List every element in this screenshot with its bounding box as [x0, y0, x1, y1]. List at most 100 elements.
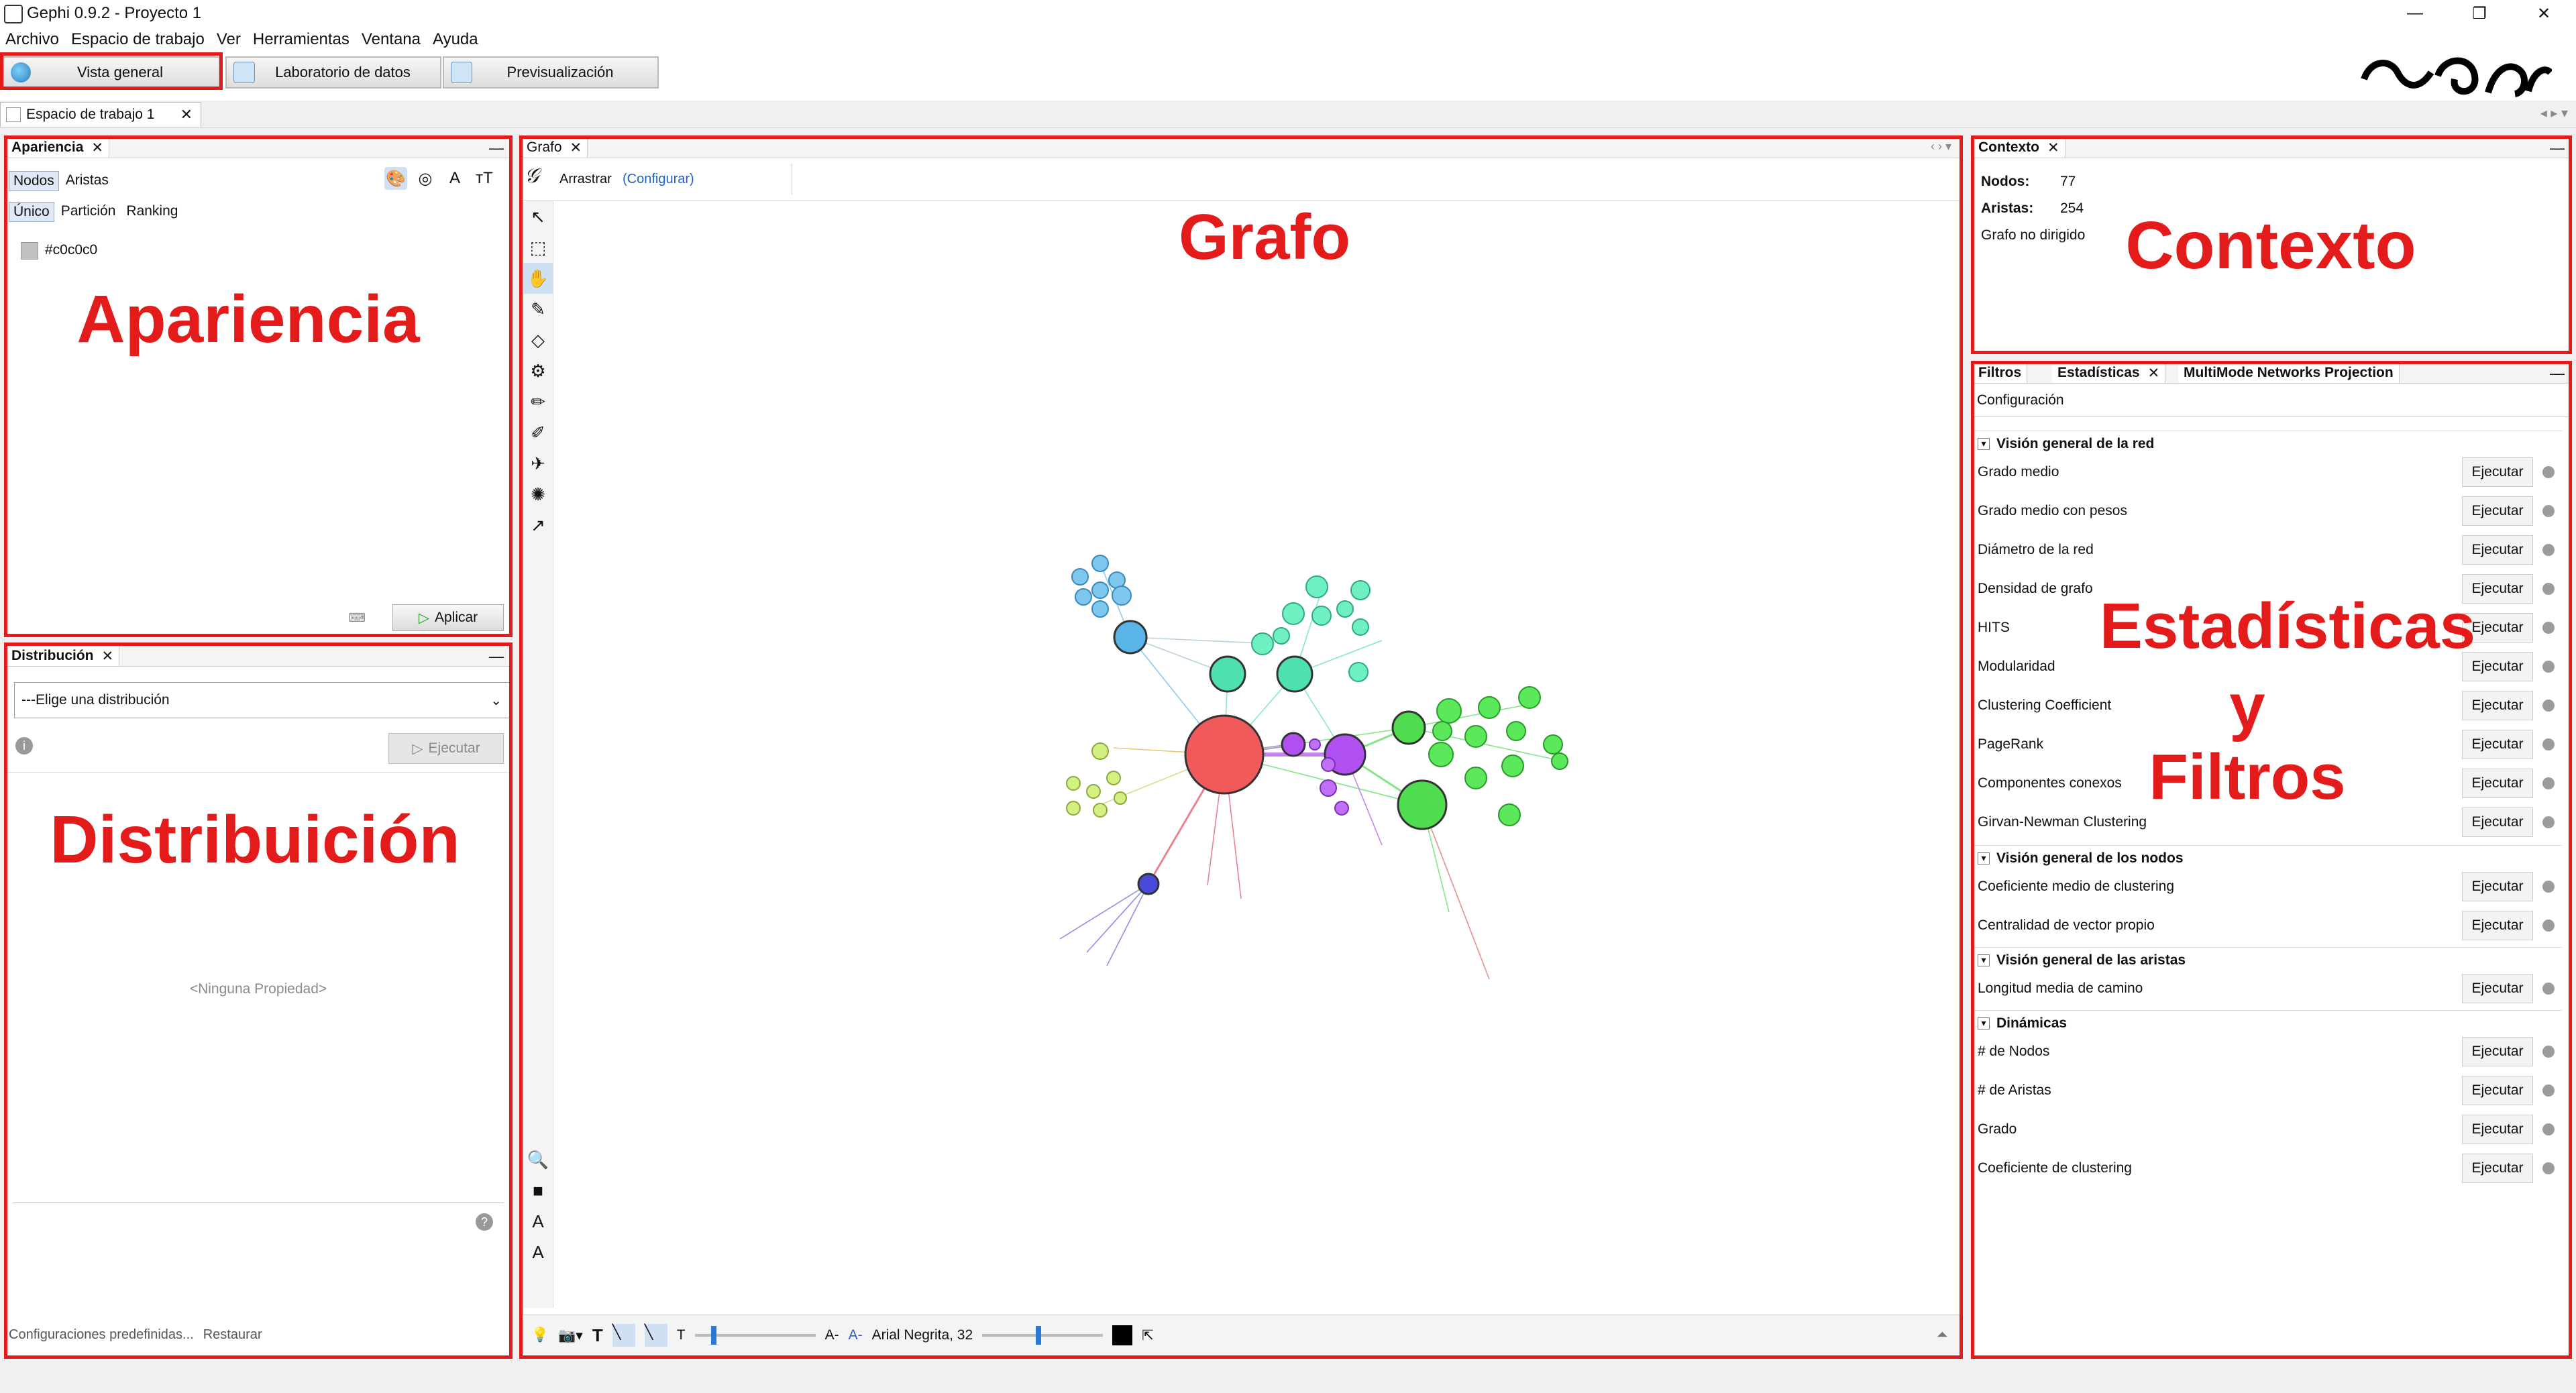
run-button[interactable]: Ejecutar: [2462, 872, 2533, 901]
graph-node[interactable]: [1498, 803, 1521, 826]
graph-node[interactable]: [1464, 767, 1487, 789]
section-node-overview[interactable]: ▾ Visión general de los nodos: [1972, 845, 2563, 871]
color-swatch[interactable]: [21, 242, 38, 260]
minimize-icon[interactable]: —: [2550, 365, 2565, 382]
pencil-icon[interactable]: ✏: [531, 391, 545, 412]
menu-ayuda[interactable]: Ayuda: [433, 30, 478, 48]
edge-size-slider[interactable]: [694, 1326, 816, 1345]
graph-node[interactable]: [1091, 555, 1109, 572]
graph-node[interactable]: [1478, 696, 1501, 719]
label-color-swatch[interactable]: [1112, 1325, 1133, 1345]
menu-ventana[interactable]: Ventana: [361, 30, 421, 48]
minimize-icon[interactable]: —: [489, 648, 504, 665]
graph-node[interactable]: [1336, 600, 1354, 618]
brush-icon[interactable]: ✎: [531, 298, 545, 319]
menu-herramientas[interactable]: Herramientas: [252, 30, 350, 48]
data-lab-mode-button[interactable]: Laboratorio de datos: [225, 56, 441, 89]
run-button[interactable]: Ejecutar: [2462, 1037, 2533, 1066]
minimize-button[interactable]: —: [2407, 4, 2423, 22]
graph-node[interactable]: [1071, 568, 1089, 586]
run-button[interactable]: Ejecutar: [2462, 974, 2533, 1003]
preview-mode-button[interactable]: Previsualización: [443, 56, 659, 89]
tab-nav-arrows-icon[interactable]: ‹ › ▾: [1930, 140, 1951, 153]
presets-link[interactable]: Configuraciones predefinidas...: [9, 1327, 194, 1342]
label-size-slider[interactable]: [982, 1326, 1104, 1345]
graph-node[interactable]: [1091, 581, 1109, 599]
graph-node[interactable]: [1273, 627, 1290, 645]
run-button[interactable]: Ejecutar: [2462, 652, 2533, 681]
distribution-run-button[interactable]: ▷ Ejecutar: [388, 733, 504, 764]
minimize-icon[interactable]: —: [489, 140, 504, 156]
graph-node[interactable]: [1209, 655, 1246, 693]
close-icon[interactable]: ✕: [2047, 140, 2059, 156]
expand-icon[interactable]: ⇱: [1142, 1327, 1154, 1343]
edge-toggle-icon[interactable]: ╲: [612, 1324, 635, 1347]
close-button[interactable]: ✕: [2536, 4, 2551, 23]
graph-node[interactable]: [1066, 801, 1081, 816]
drag-hand-icon[interactable]: ✋: [523, 263, 553, 294]
label-size-icon[interactable]: T: [676, 1327, 686, 1343]
graph-node[interactable]: [1551, 753, 1568, 770]
context-tab[interactable]: Contexto ✕: [1973, 137, 2065, 158]
tab-filtros[interactable]: Filtros: [1973, 363, 2028, 383]
graph-node[interactable]: [1350, 580, 1371, 600]
graph-node[interactable]: [1251, 632, 1274, 655]
graph-node[interactable]: [1320, 779, 1337, 797]
help-icon[interactable]: ?: [476, 1213, 493, 1231]
tab-aristas[interactable]: Aristas: [65, 172, 109, 188]
graph-node[interactable]: [1501, 755, 1524, 777]
tab-unico[interactable]: Único: [9, 202, 54, 222]
run-button[interactable]: Ejecutar: [2462, 807, 2533, 837]
tab-estadisticas[interactable]: Estadísticas ✕: [2052, 363, 2166, 383]
graph-node[interactable]: [1436, 698, 1462, 724]
run-button[interactable]: Ejecutar: [2462, 911, 2533, 940]
text-color-icon[interactable]: A: [532, 1211, 544, 1231]
graph-node[interactable]: [1334, 801, 1349, 816]
tab-particion[interactable]: Partición: [60, 203, 116, 219]
graph-node[interactable]: [1114, 791, 1127, 805]
section-dynamics[interactable]: ▾ Dinámicas: [1972, 1010, 2563, 1036]
run-button[interactable]: Ejecutar: [2462, 1076, 2533, 1105]
appearance-tab[interactable]: Apariencia ✕: [6, 137, 109, 158]
distribution-select[interactable]: ---Elige una distribución ⌄: [14, 682, 511, 718]
close-icon[interactable]: ✕: [180, 106, 193, 123]
workspace-tab[interactable]: Espacio de trabajo 1 ✕: [0, 102, 201, 127]
graph-node[interactable]: [1282, 602, 1305, 625]
diamond-icon[interactable]: ◇: [531, 329, 545, 350]
collapse-icon[interactable]: ▾: [1978, 438, 1990, 450]
graph-node[interactable]: [1348, 662, 1368, 682]
run-button[interactable]: Ejecutar: [2462, 535, 2533, 565]
heat-map-icon[interactable]: ✺: [531, 484, 545, 504]
graph-node[interactable]: [1543, 734, 1563, 755]
collapse-icon[interactable]: ▾: [1978, 954, 1990, 966]
tab-scroll-arrows-icon[interactable]: ◂ ▸ ▾: [2540, 106, 2568, 121]
run-button[interactable]: Ejecutar: [2462, 496, 2533, 526]
graph-node[interactable]: [1184, 714, 1265, 795]
restore-button[interactable]: ❐: [2472, 4, 2487, 23]
collapse-icon[interactable]: ▾: [1978, 1017, 1990, 1029]
tab-ranking[interactable]: Ranking: [126, 203, 178, 219]
section-edge-overview[interactable]: ▾ Visión general de las aristas: [1972, 947, 2563, 973]
graph-node[interactable]: [1106, 771, 1121, 785]
info-icon[interactable]: i: [15, 737, 33, 755]
screenshot-icon[interactable]: 📷▾: [558, 1327, 583, 1343]
overview-mode-button[interactable]: Vista general: [3, 56, 220, 89]
configure-link[interactable]: (Configurar): [623, 172, 694, 186]
run-button[interactable]: Ejecutar: [2462, 769, 2533, 798]
graph-node[interactable]: [1112, 586, 1132, 606]
run-button[interactable]: Ejecutar: [2462, 574, 2533, 604]
apply-button[interactable]: ▷ Aplicar: [392, 604, 504, 631]
graph-node[interactable]: [1352, 618, 1369, 636]
close-icon[interactable]: ✕: [101, 648, 114, 664]
run-button[interactable]: Ejecutar: [2462, 1115, 2533, 1144]
graph-node[interactable]: [1506, 721, 1526, 741]
minimize-icon[interactable]: —: [2550, 140, 2565, 156]
section-network-overview[interactable]: ▾ Visión general de la red: [1972, 431, 2563, 457]
run-button[interactable]: Ejecutar: [2462, 730, 2533, 759]
graph-node[interactable]: [1464, 725, 1487, 748]
settings-link[interactable]: Configuración: [1977, 392, 2064, 408]
tab-multimode[interactable]: MultiMode Networks Projection: [2178, 363, 2400, 383]
graph-node[interactable]: [1391, 710, 1426, 745]
text-size-icon[interactable]: A: [532, 1241, 544, 1262]
zoom-search-icon[interactable]: 🔍: [527, 1149, 549, 1170]
